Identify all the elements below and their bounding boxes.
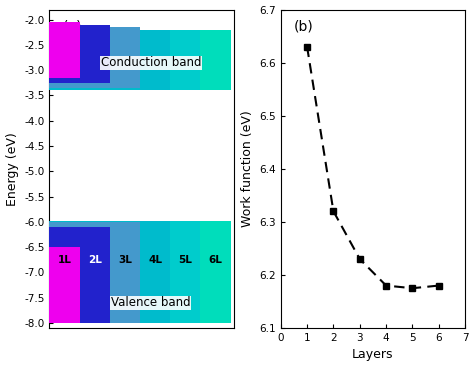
Bar: [49, 27, 140, 88]
Text: (b): (b): [293, 19, 313, 33]
Text: (a): (a): [62, 19, 82, 33]
Text: 1L: 1L: [57, 255, 72, 265]
Text: Conduction band: Conduction band: [100, 56, 201, 69]
Bar: [49, 221, 170, 323]
Bar: [49, 221, 231, 323]
X-axis label: Layers: Layers: [352, 348, 394, 361]
Text: 3L: 3L: [118, 255, 132, 265]
Text: 2L: 2L: [88, 255, 101, 265]
Bar: [49, 247, 80, 323]
Text: 4L: 4L: [148, 255, 162, 265]
Text: Valence band: Valence band: [111, 296, 191, 309]
Bar: [49, 30, 231, 90]
Text: 6L: 6L: [209, 255, 223, 265]
Bar: [49, 30, 201, 90]
Bar: [49, 30, 170, 90]
Bar: [49, 222, 140, 323]
Text: 5L: 5L: [178, 255, 192, 265]
Bar: [49, 25, 110, 83]
Bar: [49, 22, 80, 78]
Bar: [49, 227, 110, 323]
Y-axis label: Work function (eV): Work function (eV): [241, 110, 254, 227]
Y-axis label: Energy (eV): Energy (eV): [6, 132, 18, 206]
Bar: [49, 221, 201, 323]
